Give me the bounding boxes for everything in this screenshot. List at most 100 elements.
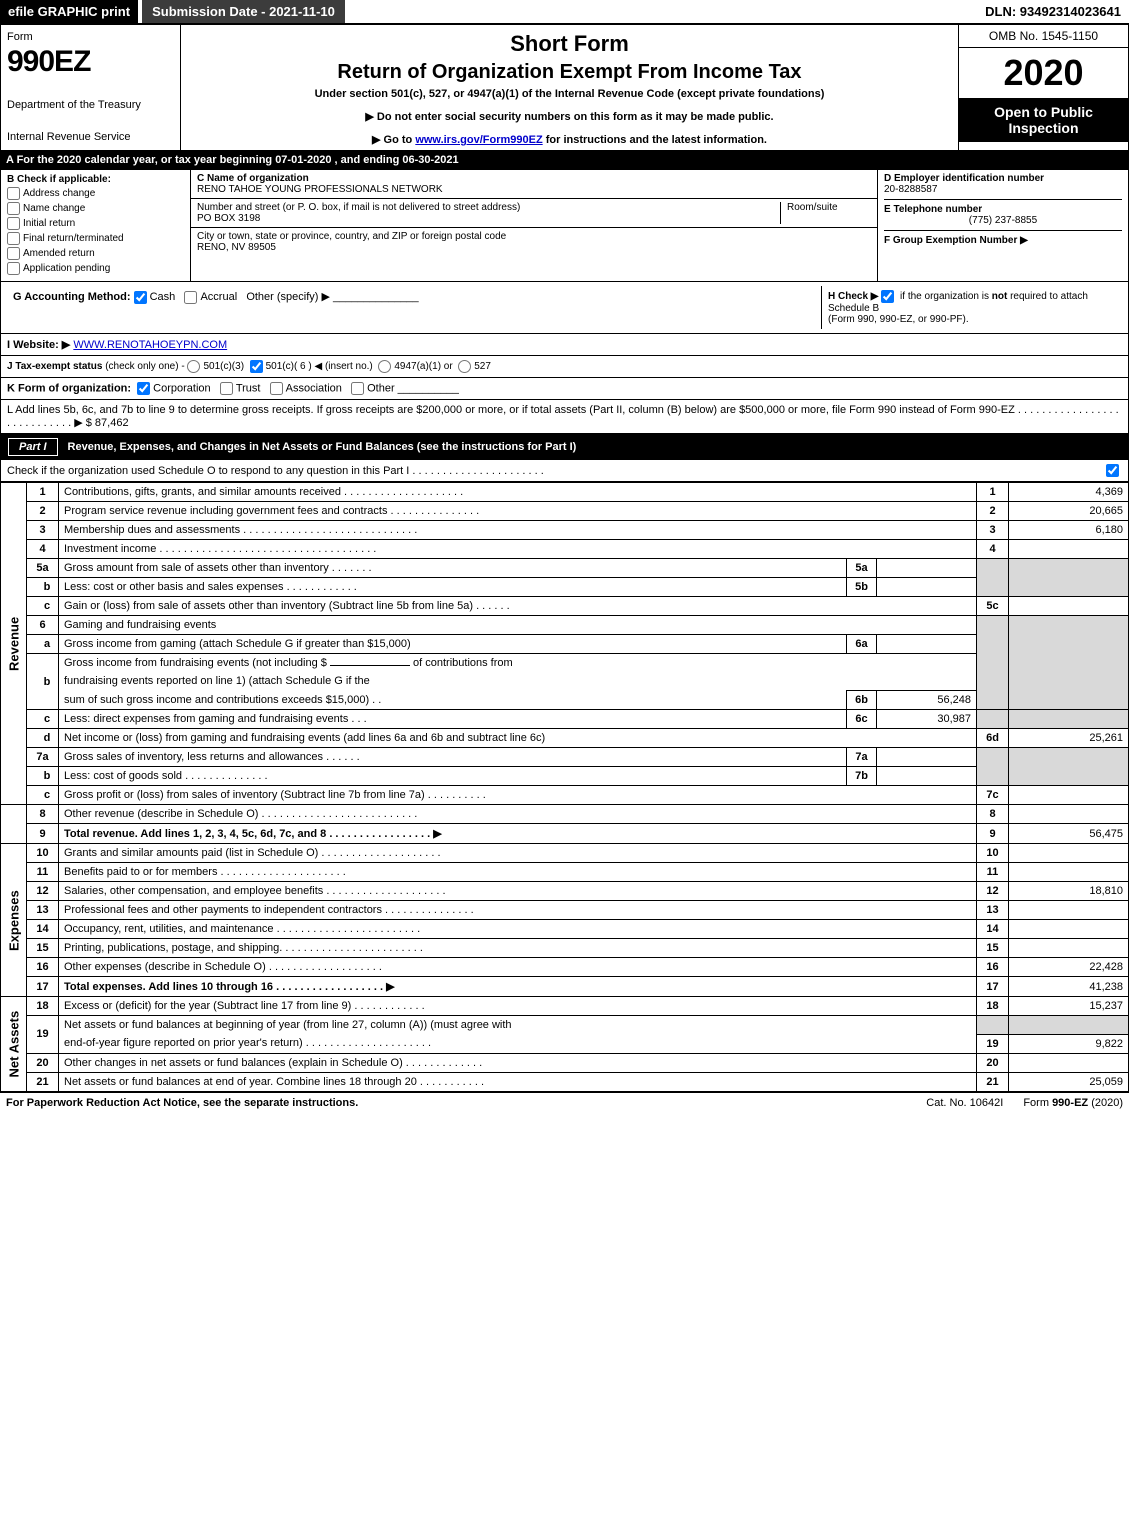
- line-19-rn: 19: [977, 1034, 1009, 1053]
- line-18-desc: Excess or (deficit) for the year (Subtra…: [59, 997, 977, 1016]
- chk-accrual[interactable]: [184, 291, 197, 304]
- line-19-shade-val: [1009, 1016, 1129, 1035]
- line-1-rn: 1: [977, 483, 1009, 502]
- line-8-num: 8: [27, 805, 59, 824]
- line-6b-mn: 6b: [847, 691, 877, 710]
- part-i-subtitle: Check if the organization used Schedule …: [7, 465, 1106, 477]
- line-6c-num: c: [27, 710, 59, 729]
- line-17-num: 17: [27, 977, 59, 997]
- line-11-rn: 11: [977, 863, 1009, 882]
- part-i-label: Part I: [8, 438, 58, 456]
- line-19-desc2: end-of-year figure reported on prior yea…: [59, 1034, 977, 1053]
- col-c: C Name of organization RENO TAHOE YOUNG …: [191, 170, 878, 281]
- f-group-label: F Group Exemption Number ▶: [884, 235, 1028, 246]
- chk-name-change[interactable]: Name change: [7, 202, 184, 215]
- line-7a-mv: [877, 748, 977, 767]
- line-5b-mv: [877, 578, 977, 597]
- topbar: efile GRAPHIC print Submission Date - 20…: [0, 0, 1129, 24]
- line-5c-rv: [1009, 597, 1129, 616]
- c-name-label: C Name of organization: [197, 173, 309, 184]
- h-text4: (Form 990, 990-EZ, or 990-PF).: [828, 314, 969, 325]
- chk-final-return[interactable]: Final return/terminated: [7, 232, 184, 245]
- line-6-shade-val: [1009, 616, 1129, 710]
- chk-schedule-o[interactable]: [1106, 464, 1119, 477]
- chk-cash[interactable]: [134, 291, 147, 304]
- instr-link-row: ▶ Go to www.irs.gov/Form990EZ for instru…: [189, 133, 950, 146]
- chk-h[interactable]: [881, 290, 894, 303]
- line-13-rv: [1009, 901, 1129, 920]
- j-label: J Tax-exempt status: [7, 361, 102, 372]
- row-gh: G Accounting Method: Cash Accrual Other …: [0, 282, 1129, 334]
- chk-application-pending[interactable]: Application pending: [7, 262, 184, 275]
- line-13-rn: 13: [977, 901, 1009, 920]
- line-5a-mv: [877, 559, 977, 578]
- chk-trust[interactable]: [220, 382, 233, 395]
- line-12-num: 12: [27, 882, 59, 901]
- line-1-rv: 4,369: [1009, 483, 1129, 502]
- line-14-num: 14: [27, 920, 59, 939]
- rad-4947[interactable]: [378, 360, 391, 373]
- line-9-rn: 9: [977, 824, 1009, 844]
- chk-assoc[interactable]: [270, 382, 283, 395]
- i-label: I Website: ▶: [7, 339, 70, 351]
- chk-initial-return[interactable]: Initial return: [7, 217, 184, 230]
- chk-amended[interactable]: Amended return: [7, 247, 184, 260]
- line-21-rv: 25,059: [1009, 1072, 1129, 1091]
- part-i-header: Part I Revenue, Expenses, and Changes in…: [0, 434, 1129, 460]
- line-5ab-shade-val: [1009, 559, 1129, 597]
- irs-link[interactable]: www.irs.gov/Form990EZ: [415, 134, 542, 146]
- row-i: I Website: ▶ WWW.RENOTAHOEYPN.COM: [0, 334, 1129, 356]
- line-6d-num: d: [27, 729, 59, 748]
- line-10-rv: [1009, 844, 1129, 863]
- line-5b-num: b: [27, 578, 59, 597]
- line-21-num: 21: [27, 1072, 59, 1091]
- line-16-rv: 22,428: [1009, 958, 1129, 977]
- line-10-desc: Grants and similar amounts paid (list in…: [59, 844, 977, 863]
- line-5ab-shade: [977, 559, 1009, 597]
- vert-expenses: Expenses: [1, 844, 27, 997]
- d-ein-label: D Employer identification number: [884, 173, 1122, 184]
- line-4-rv: [1009, 540, 1129, 559]
- line-15-rv: [1009, 939, 1129, 958]
- line-3-rn: 3: [977, 521, 1009, 540]
- line-2-desc: Program service revenue including govern…: [59, 502, 977, 521]
- line-7a-mn: 7a: [847, 748, 877, 767]
- rad-501c3[interactable]: [187, 360, 200, 373]
- line-7a-num: 7a: [27, 748, 59, 767]
- line-7ab-shade-val: [1009, 748, 1129, 786]
- submission-date: Submission Date - 2021-11-10: [142, 0, 345, 23]
- part-i-subtitle-row: Check if the organization used Schedule …: [0, 460, 1129, 482]
- line-17-rv: 41,238: [1009, 977, 1129, 997]
- line-7a-desc: Gross sales of inventory, less returns a…: [59, 748, 847, 767]
- website-link[interactable]: WWW.RENOTAHOEYPN.COM: [73, 339, 227, 351]
- line-11-rv: [1009, 863, 1129, 882]
- line-15-desc: Printing, publications, postage, and shi…: [59, 939, 977, 958]
- line-6-num: 6: [27, 616, 59, 635]
- efile-label[interactable]: efile GRAPHIC print: [0, 0, 138, 23]
- line-6c-shade-val: [1009, 710, 1129, 729]
- line-7c-rv: [1009, 786, 1129, 805]
- line-12-rv: 18,810: [1009, 882, 1129, 901]
- h-pre: H Check ▶: [828, 291, 878, 302]
- line-7b-num: b: [27, 767, 59, 786]
- line-2-num: 2: [27, 502, 59, 521]
- chk-address-change[interactable]: Address change: [7, 187, 184, 200]
- chk-corp[interactable]: [137, 382, 150, 395]
- line-5a-num: 5a: [27, 559, 59, 578]
- city-value: RENO, NV 89505: [197, 242, 276, 253]
- row-a-tax-year: A For the 2020 calendar year, or tax yea…: [0, 151, 1129, 169]
- col-def: D Employer identification number 20-8288…: [878, 170, 1128, 281]
- row-l: L Add lines 5b, 6c, and 7b to line 9 to …: [0, 400, 1129, 434]
- d-ein-value: 20-8288587: [884, 184, 1122, 195]
- dln-label: DLN: 93492314023641: [977, 0, 1129, 23]
- line-6c-desc: Less: direct expenses from gaming and fu…: [59, 710, 847, 729]
- line-6-desc: Gaming and fundraising events: [59, 616, 977, 635]
- line-7b-desc: Less: cost of goods sold . . . . . . . .…: [59, 767, 847, 786]
- dept-irs: Internal Revenue Service: [7, 131, 174, 143]
- chk-501c[interactable]: [250, 360, 263, 373]
- chk-other[interactable]: [351, 382, 364, 395]
- line-3-desc: Membership dues and assessments . . . . …: [59, 521, 977, 540]
- line-7c-num: c: [27, 786, 59, 805]
- rad-527[interactable]: [458, 360, 471, 373]
- line-4-num: 4: [27, 540, 59, 559]
